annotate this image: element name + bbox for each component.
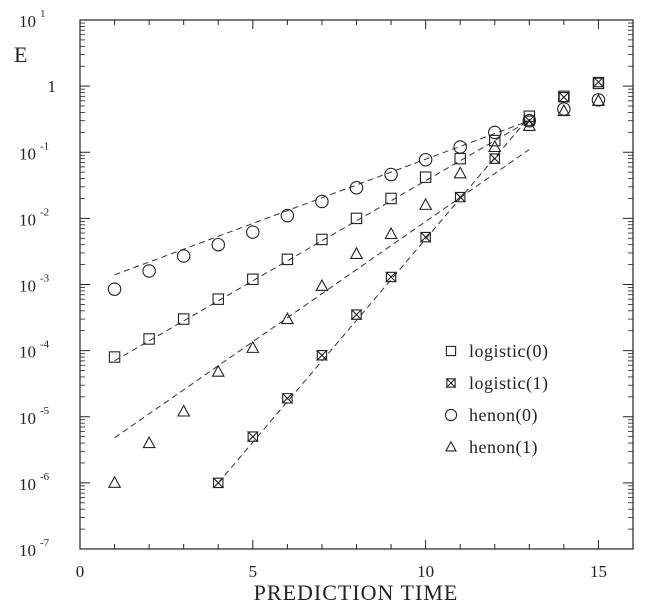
point-bowtie xyxy=(315,350,328,361)
point-bowtie xyxy=(592,76,605,88)
point-square xyxy=(419,171,432,183)
point-circle xyxy=(107,282,122,296)
fit-lines xyxy=(114,116,530,484)
point-circle xyxy=(280,208,295,223)
legend-label: henon(0) xyxy=(469,405,538,426)
legend-marker-circle xyxy=(444,408,458,422)
point-bowtie xyxy=(488,153,501,164)
ticks xyxy=(79,19,634,550)
y-tick-label: 10 xyxy=(19,409,36,428)
point-square xyxy=(350,212,363,225)
y-tick-label: 10 xyxy=(19,144,36,163)
y-tick-label: 10 xyxy=(19,277,36,296)
point-triangle xyxy=(591,93,606,106)
y-tick-label: 1 xyxy=(48,77,57,96)
fit-line-bowtie xyxy=(217,116,530,484)
point-square xyxy=(488,134,501,147)
point-triangle xyxy=(315,278,329,292)
point-bowtie xyxy=(350,309,363,320)
legend: logistic(0) logistic(1) henon(0) henon(1) xyxy=(444,341,549,458)
x-tick-label: 5 xyxy=(249,562,258,581)
point-triangle xyxy=(177,404,191,417)
point-triangle xyxy=(349,246,364,259)
point-circle xyxy=(487,125,502,140)
fit-line-triangle xyxy=(114,149,530,439)
point-bowtie xyxy=(557,91,570,103)
y-axis-title: E xyxy=(14,42,28,67)
y-tick-exponent: -4 xyxy=(40,339,50,351)
point-square xyxy=(247,273,259,286)
point-triangle xyxy=(280,311,295,325)
point-circle xyxy=(315,194,329,209)
point-circle xyxy=(176,249,191,263)
x-tick-label: 0 xyxy=(76,562,85,581)
fit-line-square xyxy=(114,120,530,362)
point-square xyxy=(143,333,155,345)
fit-line-circle xyxy=(114,120,530,276)
point-square xyxy=(316,233,328,246)
y-tick-exponent: 1 xyxy=(40,8,46,20)
point-triangle xyxy=(211,364,225,377)
point-bowtie xyxy=(454,191,467,203)
point-triangle xyxy=(107,475,122,488)
point-bowtie xyxy=(212,477,225,489)
point-circle xyxy=(246,225,260,239)
point-circle xyxy=(142,264,156,278)
y-tick-label: 10 xyxy=(19,12,36,31)
point-bowtie xyxy=(281,393,294,404)
x-tick-label: 15 xyxy=(590,562,607,581)
y-tick-exponent: -2 xyxy=(40,206,49,218)
tick-labels: 0 5 10 15 10 1 1 10 -1 10 -2 10 -3 10 -4 10 -5 10 -6 10 -7 xyxy=(19,8,607,581)
legend-marker-square xyxy=(445,345,457,357)
y-tick-exponent: -5 xyxy=(40,405,50,417)
legend-marker-triangle xyxy=(445,440,457,452)
point-circle xyxy=(591,93,606,107)
point-square xyxy=(385,192,397,205)
y-tick-label: 10 xyxy=(19,210,36,229)
point-triangle xyxy=(384,226,398,240)
point-triangle xyxy=(246,340,260,353)
point-triangle xyxy=(557,103,571,117)
plot-frame xyxy=(79,19,634,550)
legend-marker-bowtie xyxy=(445,378,457,388)
y-tick-exponent: -3 xyxy=(40,273,50,285)
point-triangle xyxy=(453,166,467,179)
point-triangle xyxy=(142,435,156,449)
legend-label: logistic(0) xyxy=(469,341,549,362)
point-circle xyxy=(453,140,467,154)
y-tick-exponent: -7 xyxy=(40,537,50,549)
point-square xyxy=(177,313,190,325)
point-square xyxy=(281,253,294,266)
x-tick-label: 10 xyxy=(417,562,434,581)
point-bowtie xyxy=(419,231,432,243)
x-axis-title: PREDICTION TIME xyxy=(254,580,459,605)
legend-label: logistic(1) xyxy=(469,373,549,394)
y-tick-label: 10 xyxy=(19,475,36,494)
y-tick-label: 10 xyxy=(19,343,36,362)
point-circle xyxy=(211,237,226,252)
y-tick-exponent: -1 xyxy=(40,140,49,152)
y-tick-exponent: -6 xyxy=(40,471,50,483)
point-triangle xyxy=(522,118,536,131)
point-circle xyxy=(349,181,364,195)
point-square xyxy=(212,293,225,305)
point-bowtie xyxy=(246,431,259,442)
point-square xyxy=(108,351,121,363)
data-points xyxy=(107,76,606,489)
point-circle xyxy=(384,167,398,182)
point-circle xyxy=(522,113,537,128)
point-triangle xyxy=(488,139,502,153)
point-circle xyxy=(418,153,433,167)
point-triangle xyxy=(418,197,433,210)
point-bowtie xyxy=(385,271,398,283)
y-tick-label: 10 xyxy=(19,541,36,560)
legend-label: henon(1) xyxy=(469,437,538,458)
